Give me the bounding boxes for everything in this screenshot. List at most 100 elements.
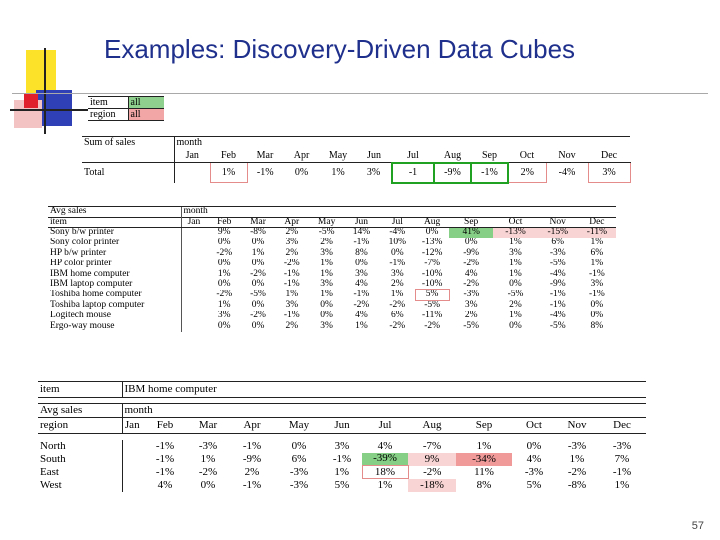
page-number: 57 (691, 520, 704, 532)
row-label: IBM laptop computer (50, 279, 133, 289)
data-cell: -1% (389, 258, 406, 269)
data-cell: 6% (590, 248, 604, 258)
data-cell: 10% (388, 237, 407, 248)
data-cell[interactable]: -34% (456, 452, 512, 466)
data-cell: -8% (250, 227, 266, 238)
data-cell[interactable]: -11% (577, 227, 616, 238)
month-header: Feb (142, 417, 188, 434)
data-cell[interactable]: 3% (587, 162, 631, 183)
month-header: Nov (546, 149, 588, 163)
selector-label: region (88, 108, 128, 121)
data-cell: 0% (251, 300, 265, 310)
data-cell[interactable]: 1% (209, 162, 248, 183)
month-header: Dec (577, 216, 616, 228)
horizontal-line (10, 109, 88, 111)
data-cell: 2% (390, 279, 404, 289)
month-header: Oct (512, 417, 556, 434)
data-cell: -3% (612, 439, 632, 452)
data-cell: 3% (285, 300, 299, 310)
data-cell: -5% (549, 321, 566, 331)
data-cell: -3% (524, 465, 544, 478)
table-body: Sony b/w printer 9% -8% 2% -5% 14% -4% 0% 41% -13… (48, 227, 616, 332)
data-cell[interactable]: 9% (408, 452, 456, 466)
data-cell (180, 248, 207, 259)
table-header-row: Avg sales month (48, 206, 616, 217)
data-cell[interactable]: -39% (362, 452, 408, 466)
data-cell: -5% (250, 289, 266, 300)
table-row: IBM laptop computer 0% 0% -1% 3% 4% 2% -10% -2% 0… (48, 279, 616, 290)
data-cell: 3% (590, 279, 604, 289)
data-cell[interactable]: -13% (493, 227, 538, 238)
vertical-line (44, 48, 46, 134)
row-label: West (40, 478, 62, 491)
data-cell[interactable]: 18% (361, 465, 409, 479)
dimension-label: month (173, 136, 631, 150)
data-cell (121, 452, 142, 466)
data-cell: 0% (509, 321, 522, 331)
data-cell: 0% (251, 279, 265, 289)
row-label: Total (84, 166, 105, 178)
data-cell (121, 465, 142, 479)
data-cell: 0% (355, 258, 368, 269)
month-header: Jan (173, 149, 210, 163)
yellow-square (26, 50, 56, 94)
data-cell: 0% (390, 248, 404, 258)
data-cell: -1% (256, 166, 274, 178)
data-cell[interactable]: 2% (507, 162, 547, 183)
data-cell: 3% (320, 248, 333, 258)
data-cell: 2% (285, 227, 299, 238)
data-cell: -1% (283, 279, 300, 289)
data-cell[interactable]: -9% (433, 161, 472, 184)
data-cell: 6% (551, 237, 565, 248)
data-cell: 0% (320, 310, 333, 321)
item-value[interactable]: IBM home computer (121, 381, 647, 398)
month-header-row: Jan Feb Mar Apr May Jun Jul Aug Sep Oct … (82, 149, 631, 163)
data-cell[interactable]: -15% (537, 227, 578, 238)
data-cell[interactable]: 5% (414, 289, 450, 301)
data-cell: -2% (198, 465, 218, 478)
table-corner-label: Sum of sales (82, 136, 174, 150)
corner-decoration (0, 0, 90, 140)
blank-cell (82, 149, 174, 163)
data-cell: 3% (334, 439, 350, 452)
table-row: Sony b/w printer 9% -8% 2% -5% 14% -4% 0% 41% -13… (48, 227, 616, 238)
data-cell: -2% (389, 300, 406, 310)
data-cell: 2% (285, 321, 299, 331)
table-body: North -1% -3% -1% 0% 3% 4% -7% 1% 0% -3% -3% South -1… (38, 439, 646, 492)
data-cell: 0% (509, 279, 522, 289)
row-label: Toshiba home computer (50, 289, 142, 300)
data-cell: 0% (200, 478, 216, 491)
data-cell: -1% (588, 289, 605, 300)
data-cell[interactable]: -18% (408, 478, 456, 492)
data-cell: 1% (509, 269, 522, 279)
data-cell[interactable]: 41% (449, 227, 494, 238)
selector-value[interactable]: all (127, 96, 164, 109)
data-cell: 2% (285, 248, 299, 258)
data-cell (180, 300, 207, 311)
row-dimension-label: item (48, 216, 181, 228)
data-cell: 0% (217, 321, 231, 331)
data-cell: -3% (549, 248, 566, 258)
data-cell: 0% (251, 237, 265, 248)
data-cell[interactable]: -1% (470, 161, 509, 184)
data-cell: -2% (216, 289, 233, 300)
data-cell[interactable]: -1 (391, 161, 435, 184)
data-cell: -2% (567, 465, 587, 478)
data-cell: -3% (289, 465, 309, 478)
data-cell: 1% (377, 478, 393, 491)
selector-value[interactable]: all (127, 108, 164, 121)
data-cell (180, 321, 207, 332)
table-header-row: Avg sales month (38, 403, 647, 418)
month-header: Sep (456, 417, 512, 434)
data-cell: 1% (390, 289, 404, 300)
data-cell: -10% (421, 279, 443, 289)
data-cell: 0% (464, 237, 478, 248)
data-cell: 1% (509, 310, 522, 321)
month-header: Mar (242, 216, 274, 228)
table-row: Logitech mouse 3% -2% -1% 0% 4% 6% -11% 2% 1% -4% 0… (48, 310, 616, 322)
selector-row: item all (88, 96, 164, 109)
month-header: Dec (588, 149, 631, 163)
data-cell: -3% (463, 289, 480, 300)
data-cell: 2% (509, 300, 522, 310)
data-cell: 0% (526, 439, 542, 452)
